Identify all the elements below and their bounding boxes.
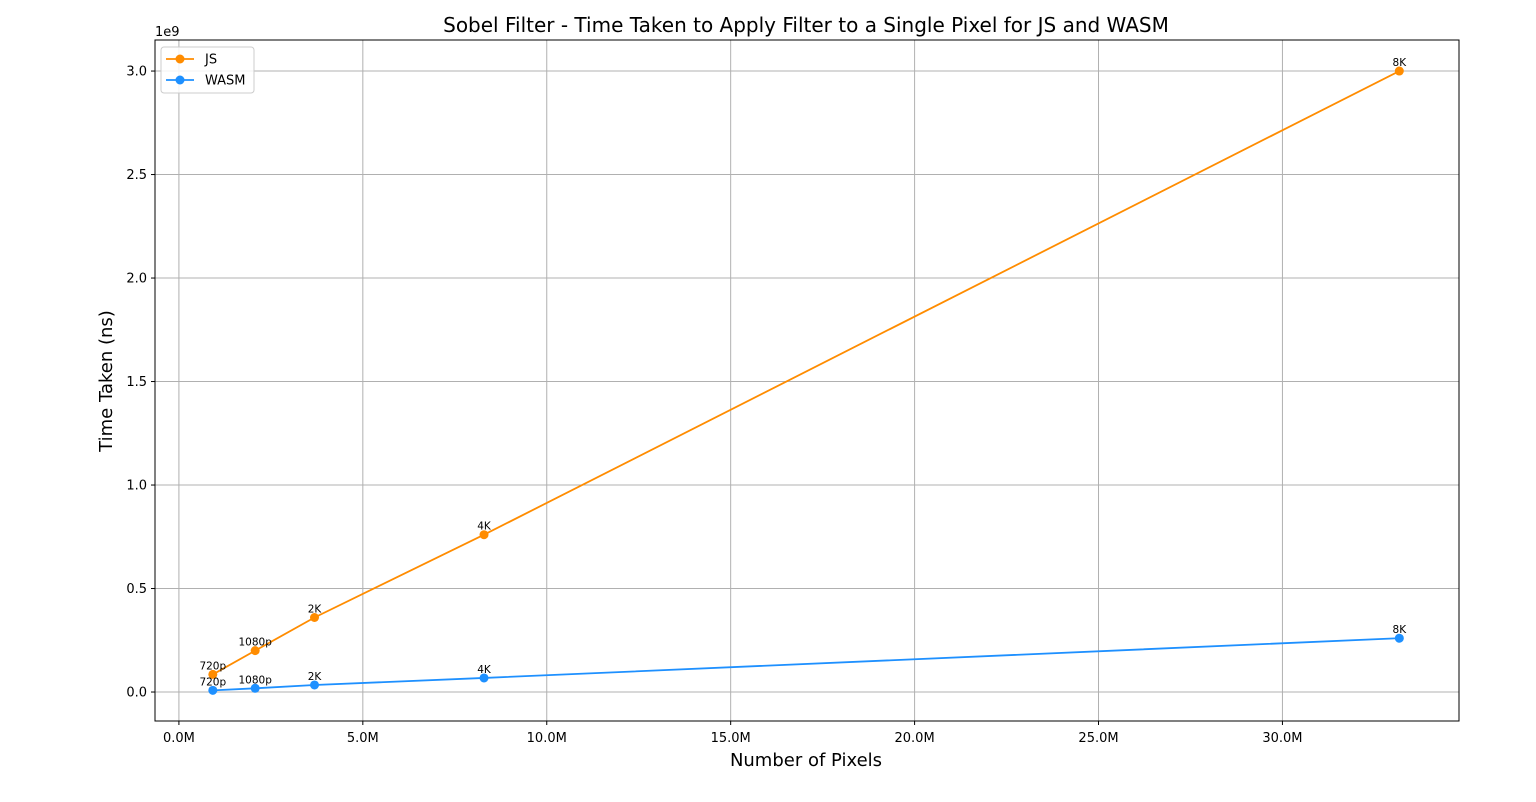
x-tick-label: 20.0M [895,731,935,746]
point-label-js: 2K [308,604,323,616]
y-axis-label: Time Taken (ns) [96,310,117,453]
data-point-wasm [310,680,320,690]
x-tick-label: 5.0M [347,731,379,746]
y-tick-label: 3.0 [126,65,147,80]
x-tick-label: 10.0M [527,731,567,746]
point-label-wasm: 4K [477,664,492,676]
data-point-wasm [250,683,260,693]
data-point-wasm [1394,633,1404,643]
x-tick-label: 15.0M [711,731,751,746]
data-point-wasm [479,673,489,683]
point-label-js: 1080p [238,637,272,649]
data-point-js [250,646,260,656]
point-label-wasm: 1080p [238,674,272,686]
legend-label-js: JS [204,53,217,68]
y-tick-label: 0.5 [126,582,147,597]
y-offset-label: 1e9 [155,25,180,40]
legend-marker-wasm [175,75,185,85]
grid [155,40,1459,721]
series-layer: 720p 1080p 2K 4K 8K 720p 1080p 2K 4K 8K [199,57,1407,695]
data-point-js [208,669,218,679]
point-label-js: 8K [1393,57,1408,69]
y-tick-label: 1.0 [126,479,147,494]
axes: 0.0M 5.0M 10.0M 15.0M 20.0M 25.0M 30.0M 0.0 0.5 1… [126,65,1302,746]
point-label-js: 720p [199,660,226,672]
series-line-wasm [212,637,1400,692]
data-point-js [1394,66,1404,76]
point-label-wasm: 2K [308,671,323,683]
x-tick-label: 0.0M [163,731,195,746]
y-tick-label: 0.0 [126,686,147,701]
legend-label-wasm: WASM [205,74,246,89]
point-label-wasm: 720p [199,676,226,688]
y-tick-label: 2.5 [126,168,147,183]
plot-frame [154,39,1460,722]
point-label-js: 4K [477,521,492,533]
chart-title: Sobel Filter - Time Taken to Apply Filte… [443,13,1169,37]
series-line-js [212,70,1400,676]
x-axis-label: Number of Pixels [730,750,882,771]
x-tick-label: 30.0M [1262,731,1302,746]
x-tick-label: 25.0M [1078,731,1118,746]
data-point-wasm [208,685,218,695]
point-label-wasm: 8K [1393,624,1408,636]
data-point-js [479,530,489,540]
data-point-js [310,613,320,623]
y-tick-label: 2.0 [126,272,147,287]
y-tick-label: 1.5 [126,375,147,390]
legend-marker-js [175,54,185,64]
legend: JS WASM [160,46,255,94]
